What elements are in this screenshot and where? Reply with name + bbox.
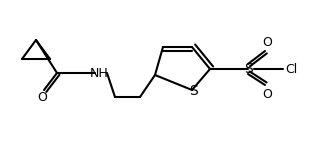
Text: Cl: Cl	[285, 62, 297, 76]
Text: S: S	[189, 84, 197, 98]
Text: NH: NH	[90, 66, 108, 80]
Text: S: S	[244, 62, 252, 76]
Text: O: O	[262, 35, 272, 49]
Text: O: O	[262, 87, 272, 101]
Text: O: O	[37, 91, 47, 103]
